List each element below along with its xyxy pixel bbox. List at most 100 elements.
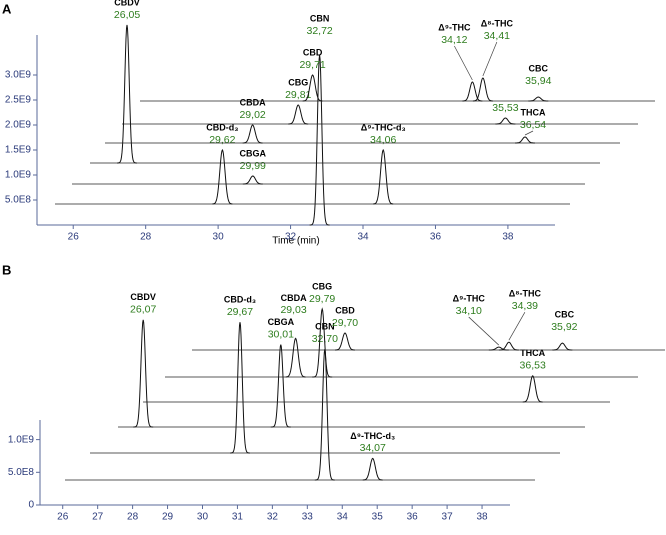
peak xyxy=(133,319,154,428)
peak xyxy=(212,148,233,205)
retention-time: 29,03 xyxy=(280,304,306,316)
y-tick-label: 0 xyxy=(28,500,34,511)
retention-time: 34,10 xyxy=(456,305,482,317)
peak-name: CBD xyxy=(335,305,355,315)
peak xyxy=(335,332,355,351)
peak-name: CBC xyxy=(555,310,575,320)
peak-name: Δ⁸-THC xyxy=(481,18,514,28)
panel-label: B xyxy=(2,262,11,277)
peak-name: Δ⁹-THC-d₃ xyxy=(361,122,406,132)
retention-time: 35,92 xyxy=(551,321,577,333)
retention-time: 29,02 xyxy=(239,109,265,121)
peak xyxy=(498,341,519,351)
peak-name: CBDV xyxy=(114,0,140,7)
x-tick-label: 37 xyxy=(442,512,454,523)
retention-time: 32,72 xyxy=(307,25,333,37)
panel-label: A xyxy=(2,1,12,16)
leader-line xyxy=(508,311,526,341)
y-tick-label: 2.0E9 xyxy=(5,120,32,131)
retention-time: 36,53 xyxy=(520,360,546,372)
x-tick-label: 30 xyxy=(213,232,225,243)
peak-name: CBDA xyxy=(240,97,266,107)
y-tick-label: 5.0E8 xyxy=(5,195,32,206)
peak-name: Δ⁹-THC-d₃ xyxy=(350,431,395,441)
peak xyxy=(528,96,549,102)
x-tick-label: 29 xyxy=(162,512,174,523)
peak xyxy=(230,322,250,454)
x-tick-label: 31 xyxy=(232,512,244,523)
x-tick-label: 27 xyxy=(92,512,104,523)
peak xyxy=(285,337,306,378)
x-tick-label: 35 xyxy=(372,512,384,523)
peak xyxy=(302,74,323,102)
peak-name: THCA xyxy=(520,348,545,358)
x-tick-label: 26 xyxy=(57,512,69,523)
leader-line xyxy=(468,316,500,346)
peak-name: CBD xyxy=(303,47,323,57)
x-tick-label: 34 xyxy=(357,232,369,243)
retention-time: 29,62 xyxy=(209,134,235,146)
y-tick-label: 1.0E9 xyxy=(8,434,35,445)
peak xyxy=(270,344,291,428)
retention-time: 29,67 xyxy=(227,306,253,318)
y-tick-label: 5.0E8 xyxy=(8,467,35,478)
peak xyxy=(462,81,483,102)
peak xyxy=(242,124,263,144)
retention-time: 34,41 xyxy=(484,30,510,42)
x-tick-label: 28 xyxy=(127,512,139,523)
retention-time: 35,53 xyxy=(492,102,518,114)
x-tick-label: 38 xyxy=(502,232,514,243)
retention-time: 26,07 xyxy=(130,304,156,316)
peak-name: CBDV xyxy=(130,292,156,302)
peak-name: CBD-d₃ xyxy=(224,295,256,305)
x-tick-label: 28 xyxy=(140,232,152,243)
retention-time: 29,81 xyxy=(285,89,311,101)
retention-time: 29,99 xyxy=(240,160,266,172)
x-tick-label: 32 xyxy=(267,512,279,523)
retention-time: 26,05 xyxy=(114,9,140,21)
peak-name: CBN xyxy=(310,13,330,23)
peak-name: CBC xyxy=(529,63,549,73)
leader-line xyxy=(454,45,473,81)
x-tick-label: 38 xyxy=(476,512,488,523)
retention-time: 29,71 xyxy=(299,59,325,71)
y-tick-label: 2.5E9 xyxy=(5,95,32,106)
peak-name: Δ⁹-THC xyxy=(438,22,471,32)
x-tick-label: 32 xyxy=(285,232,297,243)
leader-line xyxy=(524,130,534,136)
y-tick-label: 1.0E9 xyxy=(5,170,32,181)
peak xyxy=(288,104,309,125)
peak-name: THCA xyxy=(521,107,546,117)
retention-time: 36,54 xyxy=(520,119,546,131)
peak-name: CBG xyxy=(312,281,332,291)
peak-name: CBN xyxy=(315,322,335,332)
peak xyxy=(373,148,394,205)
retention-time: 29,70 xyxy=(332,317,358,329)
y-tick-label: 3.0E9 xyxy=(5,70,32,81)
retention-time: 35,94 xyxy=(525,75,551,87)
peak xyxy=(472,77,493,102)
peak xyxy=(242,175,263,185)
peak xyxy=(495,117,516,125)
retention-time: 29,79 xyxy=(309,293,335,305)
retention-time: 34,12 xyxy=(441,34,467,46)
x-tick-label: 36 xyxy=(407,512,419,523)
peak xyxy=(488,346,509,351)
peak-name: CBDA xyxy=(281,293,307,303)
x-axis-label: Time (min) xyxy=(272,236,319,247)
peak xyxy=(312,307,333,378)
leader-line xyxy=(482,41,498,77)
retention-time: 34,06 xyxy=(370,134,396,146)
peak-name: Δ⁸-THC xyxy=(509,289,542,299)
peak-name: Δ⁹-THC xyxy=(453,293,486,303)
peak xyxy=(552,342,573,351)
peak-name: CBD-d₃ xyxy=(206,122,238,132)
retention-time: 34,07 xyxy=(360,442,386,454)
peak-name: CBG xyxy=(288,77,308,87)
x-tick-label: 26 xyxy=(68,232,80,243)
peak-name: CBGA xyxy=(268,317,295,327)
x-tick-label: 36 xyxy=(430,232,442,243)
peak-name: CBGA xyxy=(240,148,267,158)
x-tick-label: 30 xyxy=(197,512,209,523)
